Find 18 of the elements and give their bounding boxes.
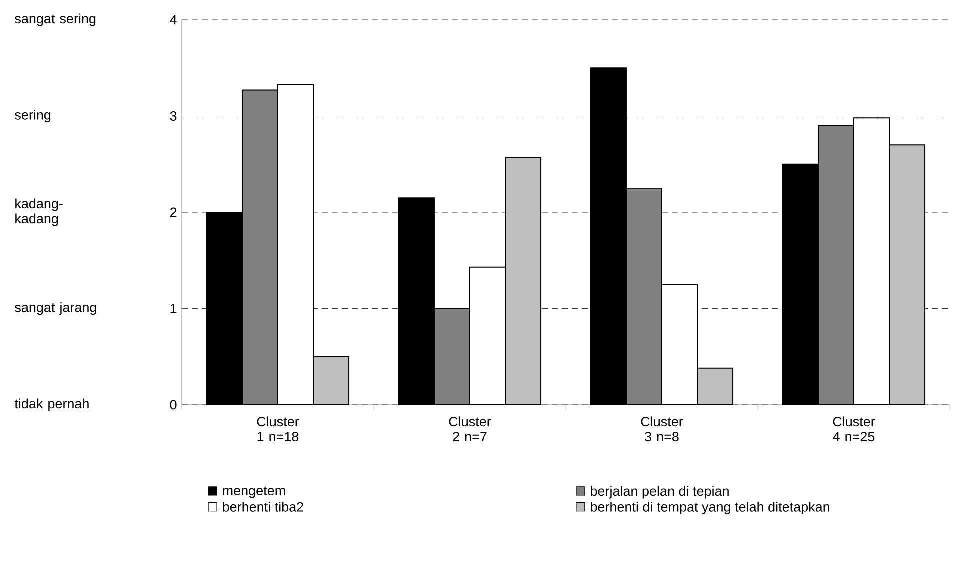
text: sering: [15, 110, 51, 123]
text: sangat jarang: [15, 302, 96, 316]
text: sangat sering: [15, 14, 96, 26]
y-tick-label: 0: [170, 400, 177, 410]
x-tick-label: Cluster 3 n=8: [641, 416, 684, 442]
legend-label: berhenti di tempat yang telah ditetapkan: [591, 502, 830, 515]
x-tick-label: Cluster 4 n=25: [833, 416, 876, 442]
y-tick-label: 3: [170, 111, 177, 122]
y-tick-label: 4: [170, 15, 177, 25]
legend-label: mengetem: [223, 486, 286, 498]
x-tick-label: Cluster 1 n=18: [257, 416, 300, 442]
y-tick-label: 1: [170, 304, 177, 314]
text: kadang-kadang: [16, 198, 63, 226]
x-tick-label: Cluster 2 n=7: [449, 416, 492, 442]
legend-label: berjalan pelan di tepian: [591, 486, 729, 499]
y-tick-label: 2: [170, 208, 177, 218]
text: tidak pernah: [14, 398, 89, 412]
legend-label: berhenti tiba2: [223, 502, 304, 512]
